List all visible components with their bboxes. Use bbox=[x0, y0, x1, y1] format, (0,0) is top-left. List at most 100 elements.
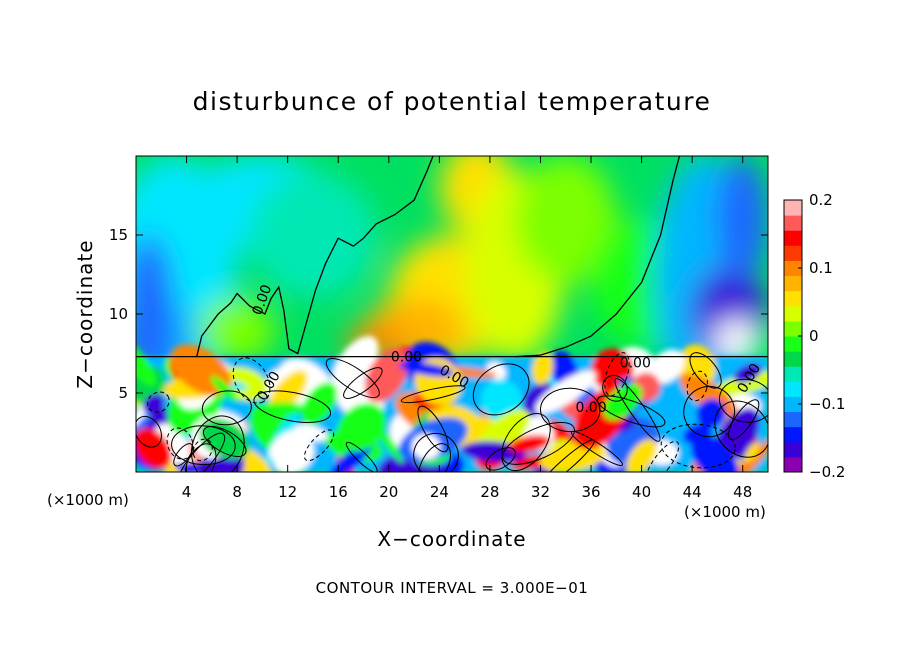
turbulent-cell bbox=[603, 383, 643, 420]
positive-contour bbox=[201, 390, 252, 426]
x-axis-ticks: 4 8 12 16 20 24 28 32 36 40 44 48 bbox=[182, 156, 752, 501]
turbulent-cell bbox=[411, 433, 441, 460]
positive-contour bbox=[540, 387, 601, 433]
positive-contour bbox=[485, 447, 516, 471]
field-blob bbox=[136, 235, 174, 393]
positive-contour bbox=[203, 425, 247, 457]
colorbar-swatch bbox=[784, 411, 802, 428]
colorbar-swatch bbox=[784, 320, 802, 337]
turbulent-cell bbox=[535, 370, 596, 414]
positive-contour bbox=[418, 443, 452, 472]
positive-contour bbox=[502, 422, 575, 465]
colorbar-tick-label: −0.1 bbox=[809, 395, 845, 413]
x-unit-label-right: (×1000 m) bbox=[684, 503, 766, 521]
colorbar-swatch bbox=[784, 230, 802, 246]
contour-interval-note: CONTOUR INTERVAL = 3.000E−01 bbox=[316, 579, 589, 597]
positive-contour bbox=[191, 415, 245, 472]
x-tick-label: 44 bbox=[683, 483, 702, 501]
positive-contour bbox=[177, 432, 226, 472]
colorbar-swatch bbox=[784, 215, 802, 231]
contour-label: 0.00 bbox=[391, 349, 422, 365]
lower-turbulent-field bbox=[136, 336, 768, 472]
negative-contour bbox=[147, 391, 170, 413]
plot-area bbox=[136, 156, 768, 472]
colorbar-swatch bbox=[784, 396, 802, 413]
positive-contour bbox=[602, 374, 628, 402]
turbulent-cell bbox=[364, 348, 409, 403]
positive-contour bbox=[173, 443, 194, 467]
colorbar-swatch bbox=[784, 441, 802, 458]
positive-contour bbox=[417, 405, 449, 453]
x-tick-label: 36 bbox=[581, 483, 600, 501]
negative-contour bbox=[166, 427, 194, 460]
x-unit-label-left: (×1000 m) bbox=[47, 491, 129, 509]
negative-contour bbox=[660, 423, 736, 469]
turbulent-cell bbox=[210, 375, 238, 402]
turbulent-cell bbox=[532, 351, 554, 385]
positive-contour bbox=[614, 377, 661, 442]
colorbar-swatch bbox=[784, 426, 802, 443]
colorbar-swatch bbox=[784, 290, 802, 307]
x-axis-label: X−coordinate bbox=[377, 527, 526, 551]
x-tick-label: 20 bbox=[379, 483, 398, 501]
colorbar-swatch bbox=[784, 305, 802, 322]
negative-contour bbox=[604, 352, 630, 397]
zero-contour-right bbox=[515, 156, 681, 358]
contour-lines bbox=[136, 156, 768, 472]
colorbar-swatch bbox=[784, 351, 802, 367]
y-tick-label: 10 bbox=[109, 305, 128, 323]
turbulent-cell bbox=[273, 436, 315, 472]
positive-contour bbox=[136, 415, 162, 448]
x-tick-label: 16 bbox=[329, 483, 348, 501]
turbulent-cell bbox=[336, 402, 387, 452]
positive-contour bbox=[728, 399, 760, 441]
upper-field-shading bbox=[136, 156, 768, 409]
negative-contour bbox=[303, 429, 335, 462]
x-tick-label: 12 bbox=[278, 483, 297, 501]
colorbar-tick-label: 0.2 bbox=[809, 191, 833, 209]
contour-label: 0.00 bbox=[620, 356, 651, 372]
colorbar-swatch bbox=[784, 366, 802, 382]
field-blob bbox=[713, 318, 760, 360]
colorbar-tick-label: −0.2 bbox=[809, 463, 845, 481]
positive-contour bbox=[325, 358, 380, 399]
colorbar-tick-label: 0 bbox=[809, 327, 819, 345]
colorbar-tick-label: 0.1 bbox=[809, 259, 833, 277]
colorbar-swatch bbox=[784, 200, 802, 216]
colorbar-swatch bbox=[784, 260, 802, 277]
turbulent-cell bbox=[136, 341, 156, 386]
positive-contour bbox=[400, 385, 466, 404]
x-tick-label: 8 bbox=[232, 483, 242, 501]
y-tick-label: 15 bbox=[109, 226, 128, 244]
field-blob bbox=[515, 156, 617, 283]
turbulent-cell bbox=[690, 434, 739, 472]
x-tick-label: 40 bbox=[632, 483, 651, 501]
colorbar: 0.2 0.1 0 −0.1 −0.2 bbox=[783, 191, 845, 481]
negative-contour bbox=[192, 438, 213, 462]
turbulent-cell bbox=[727, 438, 768, 472]
y-axis-label: Z−coordinate bbox=[73, 239, 97, 388]
negative-contour bbox=[686, 370, 708, 402]
field-blob bbox=[249, 171, 377, 299]
turbulent-cell bbox=[626, 439, 657, 472]
y-axis-ticks: 5 10 15 bbox=[109, 226, 768, 402]
zero-contour-left bbox=[196, 156, 434, 357]
positive-contour bbox=[343, 367, 383, 399]
x-tick-label: 24 bbox=[430, 483, 449, 501]
x-tick-label: 32 bbox=[531, 483, 550, 501]
negative-contour bbox=[232, 357, 271, 404]
colorbar-swatch bbox=[784, 245, 802, 261]
turbulent-cell bbox=[508, 435, 551, 453]
turbulent-cell bbox=[142, 393, 165, 416]
turbulent-cell bbox=[399, 361, 454, 377]
turbulent-cell bbox=[301, 382, 338, 425]
x-tick-label: 4 bbox=[182, 483, 192, 501]
turbulent-cell bbox=[734, 363, 762, 383]
turbulent-cell bbox=[696, 398, 726, 428]
positive-contour bbox=[689, 352, 722, 389]
y-tick-label: 5 bbox=[118, 384, 128, 402]
positive-contour bbox=[714, 400, 768, 458]
colorbar-swatch bbox=[784, 381, 802, 397]
positive-contour bbox=[171, 425, 236, 466]
